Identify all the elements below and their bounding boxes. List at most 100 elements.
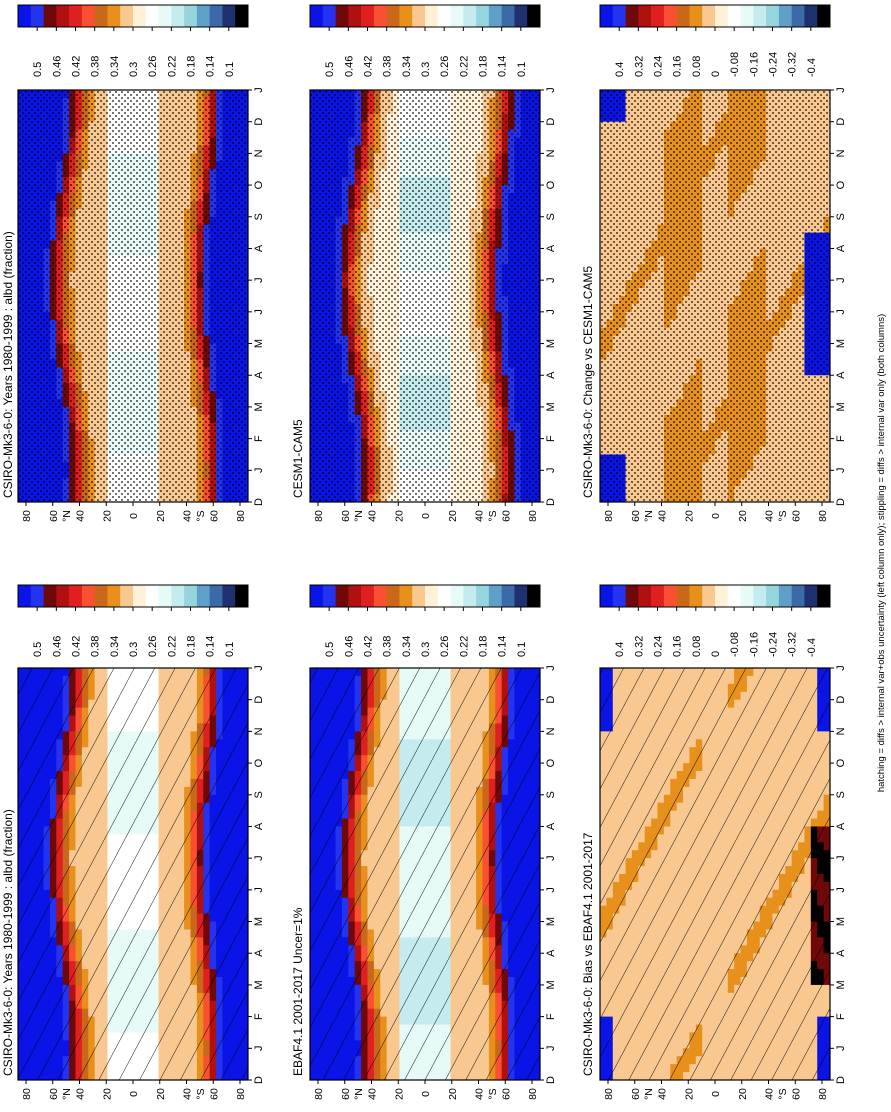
lat-tick-label: 40	[182, 510, 194, 522]
colorbar-swatch	[197, 5, 210, 27]
month-tick-label: J	[253, 277, 265, 283]
colorbar-swatch	[235, 5, 248, 27]
lat-tick-label: 60	[208, 510, 220, 522]
month-tick-label: D	[253, 498, 265, 506]
lat-tick-label: 40	[75, 1088, 87, 1100]
month-tick-label: D	[253, 696, 265, 704]
month-tick-label: N	[253, 727, 265, 735]
colorbar-label: 0.18	[186, 636, 198, 657]
month-tick-label: O	[253, 180, 265, 189]
colorbar-label: 0.42	[71, 56, 83, 77]
colorbar-label: 0.14	[205, 56, 217, 77]
colorbar-swatch	[56, 5, 69, 27]
colorbar-swatch	[82, 585, 95, 607]
panel-title: CSIRO-Mk3-6-0: Years 1980-1999 : albd (f…	[1, 231, 15, 498]
month-tick-label: O	[253, 758, 265, 767]
colorbar-swatch	[31, 585, 44, 607]
colorbar-swatch	[69, 585, 82, 607]
colorbar-label: 0.34	[109, 56, 121, 77]
colorbar-label: 0.22	[166, 636, 178, 657]
month-tick-label: M	[253, 917, 265, 926]
month-tick-label: A	[253, 949, 265, 957]
month-tick-label: A	[253, 244, 265, 252]
month-tick-label: J	[253, 855, 265, 861]
colorbar-swatch	[95, 5, 108, 27]
lat-tick-label: 20	[101, 1088, 113, 1100]
colorbar-label: 0.26	[147, 636, 159, 657]
colorbar-label: 0.38	[90, 56, 102, 77]
lat-tick-label: 0	[128, 513, 140, 519]
colorbar-swatch	[120, 5, 133, 27]
month-tick-label: S	[253, 791, 265, 798]
month-tick-label: D	[253, 118, 265, 126]
colorbar-label: 0.3	[128, 642, 140, 657]
colorbar-swatch	[31, 5, 44, 27]
lat-tick-label: 60	[208, 1088, 220, 1100]
lat-hemisphere-label-s: °S	[195, 1088, 207, 1099]
colorbar-swatch	[222, 5, 235, 27]
lat-hemisphere-label-n: °N	[61, 510, 73, 522]
colorbar-swatch	[18, 5, 31, 27]
month-tick-label: N	[253, 149, 265, 157]
lat-tick-label: 80	[21, 1088, 33, 1100]
colorbar-label: 0.1	[224, 642, 236, 657]
lat-tick-label: 60	[48, 510, 60, 522]
colorbar-swatch	[133, 585, 146, 607]
colorbar-swatch	[171, 585, 184, 607]
colorbar-swatch	[44, 585, 57, 607]
lat-tick-label: 20	[155, 510, 167, 522]
colorbar-label: 0.34	[109, 636, 121, 657]
panel-title: CSIRO-Mk3-6-0: Years 1980-1999 : albd (f…	[1, 809, 15, 1076]
colorbar-swatch	[44, 5, 57, 27]
colorbar-label: 0.14	[205, 636, 217, 657]
colorbar-swatch	[146, 5, 159, 27]
colorbar-swatch	[95, 585, 108, 607]
month-tick-label: F	[253, 435, 265, 442]
colorbar-swatch	[184, 585, 197, 607]
colorbar-swatch	[120, 585, 133, 607]
colorbar-swatch	[197, 585, 210, 607]
colorbar-swatch	[235, 585, 248, 607]
month-tick-label: J	[253, 1046, 265, 1052]
month-tick-label: A	[253, 822, 265, 830]
colorbar-swatch	[146, 585, 159, 607]
colorbar-swatch	[107, 5, 120, 27]
lat-hemisphere-label-s: °S	[195, 510, 207, 521]
stippling-overlay	[18, 90, 248, 502]
month-tick-label: A	[253, 371, 265, 379]
colorbar-swatch	[171, 5, 184, 27]
month-tick-label: J	[253, 309, 265, 315]
colorbar-label: 0.26	[147, 56, 159, 77]
colorbar: 0.5 0.46 0.42 0.38 0.34 0.3 0.26 0.22 0.18 0.14 0.…	[18, 585, 248, 657]
colorbar-swatch	[107, 585, 120, 607]
colorbar-swatch	[82, 5, 95, 27]
colorbar-label: 0.38	[90, 636, 102, 657]
lat-tick-label: 20	[155, 1088, 167, 1100]
colorbar-swatch	[133, 5, 146, 27]
lat-tick-label: 0	[128, 1091, 140, 1097]
month-tick-label: D	[253, 1076, 265, 1084]
colorbar-label: 0.1	[224, 62, 236, 77]
lat-tick-label: 20	[101, 510, 113, 522]
colorbar-label: 0.5	[32, 642, 44, 657]
month-tick-label: J	[253, 468, 265, 474]
colorbar-swatch	[56, 585, 69, 607]
colorbar-swatch	[18, 585, 31, 607]
month-tick-label: S	[253, 213, 265, 220]
colorbar-label: 0.42	[71, 636, 83, 657]
colorbar-swatch	[159, 5, 172, 27]
month-tick-label: J	[253, 87, 265, 93]
colorbar-label: 0.3	[128, 62, 140, 77]
month-tick-label: M	[253, 339, 265, 348]
colorbar-label: 0.46	[51, 636, 63, 657]
colorbar-label: 0.5	[32, 62, 44, 77]
month-tick-label: J	[253, 887, 265, 893]
lat-tick-label: 80	[21, 510, 33, 522]
colorbar-swatch	[69, 5, 82, 27]
month-tick-label: F	[253, 1013, 265, 1020]
